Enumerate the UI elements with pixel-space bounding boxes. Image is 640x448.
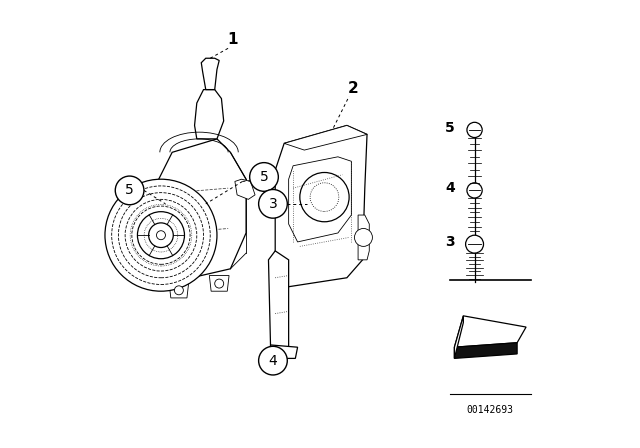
Polygon shape [169, 282, 189, 298]
Polygon shape [454, 316, 463, 358]
Text: 3: 3 [269, 197, 277, 211]
Polygon shape [275, 125, 367, 287]
Circle shape [174, 286, 184, 295]
Polygon shape [202, 58, 220, 90]
Polygon shape [235, 179, 255, 199]
Circle shape [157, 231, 165, 240]
Circle shape [148, 223, 173, 247]
Circle shape [138, 212, 184, 259]
Circle shape [466, 235, 484, 253]
Polygon shape [284, 125, 367, 150]
Polygon shape [152, 139, 246, 282]
Polygon shape [269, 345, 298, 358]
Circle shape [467, 183, 482, 198]
Circle shape [115, 176, 144, 205]
Text: 3: 3 [445, 235, 455, 249]
Circle shape [215, 279, 224, 288]
Polygon shape [209, 276, 229, 291]
Circle shape [250, 163, 278, 191]
Text: 4: 4 [445, 181, 455, 195]
Circle shape [105, 179, 217, 291]
Text: 5: 5 [260, 170, 268, 184]
Circle shape [355, 228, 372, 246]
Polygon shape [454, 343, 517, 358]
Text: 00142693: 00142693 [467, 405, 514, 415]
Text: 1: 1 [227, 32, 238, 47]
Text: 4: 4 [269, 353, 277, 368]
Circle shape [467, 122, 482, 138]
Circle shape [259, 346, 287, 375]
Polygon shape [195, 90, 224, 139]
Polygon shape [289, 157, 351, 242]
Text: 5: 5 [445, 121, 455, 135]
Polygon shape [358, 215, 369, 260]
Circle shape [310, 183, 339, 211]
Text: 5: 5 [125, 183, 134, 198]
Polygon shape [454, 316, 526, 347]
Circle shape [259, 190, 287, 218]
Polygon shape [269, 251, 289, 358]
Circle shape [300, 172, 349, 222]
Text: 2: 2 [348, 82, 359, 96]
